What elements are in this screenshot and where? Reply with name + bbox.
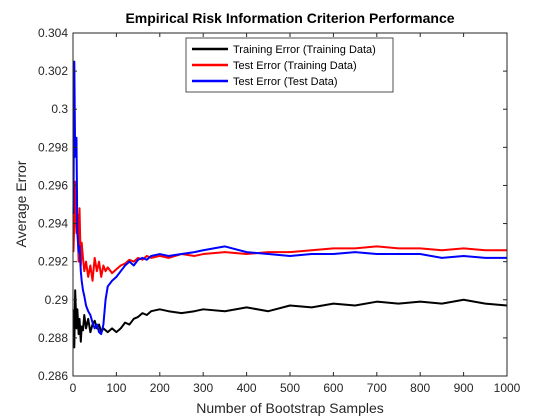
- y-tick-label: 0.3: [51, 102, 68, 116]
- x-tick-label: 600: [323, 381, 343, 395]
- legend-label-1: Training Error (Training Data): [233, 44, 376, 56]
- x-tick-label: 900: [454, 381, 474, 395]
- x-tick-label: 1000: [494, 381, 521, 395]
- legend-label-3: Test Error (Test Data): [233, 76, 338, 88]
- series-line-1: [72, 289, 508, 349]
- y-axis: 0.286 0.288 0.29 0.292 0.294 0.296 0.298 0.3 0.3…: [38, 26, 507, 383]
- x-tick-label: 700: [367, 381, 387, 395]
- legend-label-2: Test Error (Training Data): [233, 60, 357, 72]
- y-tick-label: 0.292: [38, 255, 68, 269]
- x-tick-label: 100: [106, 381, 126, 395]
- y-tick-label: 0.288: [38, 331, 68, 345]
- x-tick-label: 500: [280, 381, 300, 395]
- series-line-3: [72, 60, 507, 336]
- x-axis: 0 100 200 300 400 500 600 700 800 900 1000: [70, 33, 521, 395]
- y-tick-label: 0.304: [38, 26, 68, 40]
- x-tick-label: 300: [193, 381, 213, 395]
- y-axis-label: Average Error: [13, 160, 29, 247]
- x-axis-label: Number of Bootstrap Samples: [196, 400, 384, 416]
- y-tick-label: 0.286: [38, 369, 68, 383]
- series-layer: [72, 60, 508, 349]
- y-tick-label: 0.298: [38, 140, 68, 154]
- x-tick-label: 0: [70, 381, 77, 395]
- y-tick-label: 0.29: [45, 293, 69, 307]
- x-tick-label: 200: [150, 381, 170, 395]
- y-tick-label: 0.296: [38, 178, 68, 192]
- y-tick-label: 0.294: [38, 217, 68, 231]
- y-tick-label: 0.302: [38, 64, 68, 78]
- x-tick-label: 800: [410, 381, 430, 395]
- x-tick-label: 400: [237, 381, 257, 395]
- series-line-2: [72, 180, 507, 282]
- chart-title: Empirical Risk Information Criterion Per…: [125, 10, 454, 26]
- legend: Training Error (Training Data) Test Error…: [185, 37, 394, 93]
